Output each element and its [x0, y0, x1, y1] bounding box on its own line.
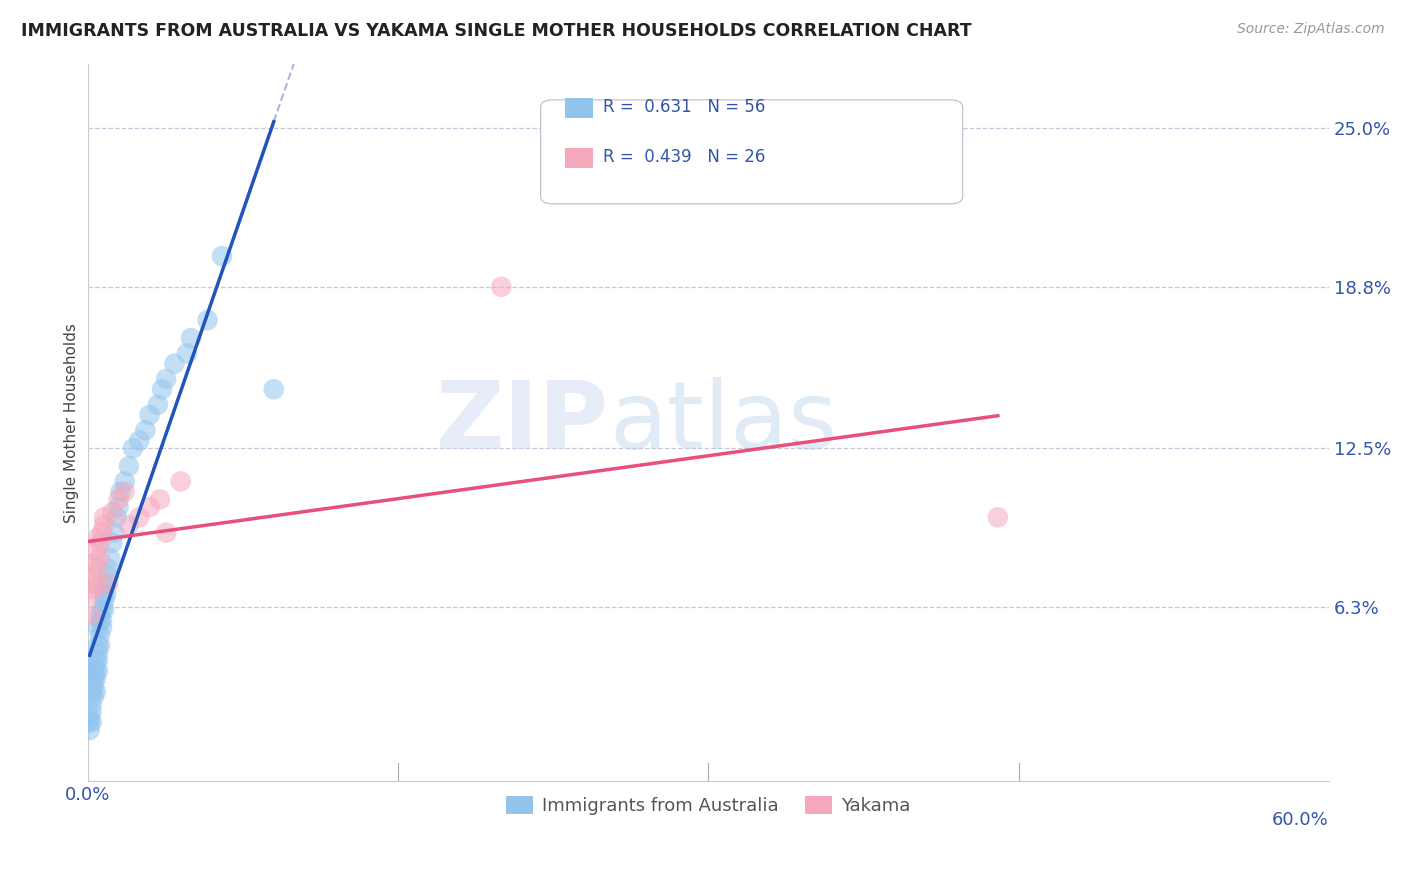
- Point: [87, 654, 110, 668]
- Point: [197, 313, 219, 327]
- Point: [128, 510, 150, 524]
- Point: [84, 654, 107, 668]
- Point: [122, 441, 145, 455]
- Point: [138, 408, 160, 422]
- Point: [98, 551, 121, 566]
- Point: [80, 705, 103, 719]
- Point: [105, 510, 128, 524]
- Point: [110, 484, 132, 499]
- Point: [80, 715, 103, 730]
- Point: [93, 510, 115, 524]
- Point: [128, 434, 150, 448]
- Y-axis label: Single Mother Households: Single Mother Households: [65, 323, 79, 523]
- Point: [114, 475, 136, 489]
- Point: [101, 536, 124, 550]
- Point: [87, 639, 110, 653]
- Point: [93, 587, 115, 601]
- Point: [79, 715, 101, 730]
- Point: [155, 525, 177, 540]
- Point: [89, 551, 111, 566]
- Point: [84, 543, 107, 558]
- Point: [987, 510, 1010, 524]
- Point: [79, 587, 101, 601]
- Point: [180, 331, 202, 345]
- Point: [89, 607, 111, 622]
- Text: ZIP: ZIP: [436, 376, 609, 468]
- Text: atlas: atlas: [609, 376, 837, 468]
- Point: [91, 620, 114, 634]
- Point: [114, 484, 136, 499]
- Bar: [565, 98, 593, 118]
- Point: [83, 557, 105, 571]
- Point: [97, 577, 120, 591]
- Point: [80, 569, 103, 583]
- Point: [87, 646, 110, 660]
- Point: [96, 577, 118, 591]
- Point: [93, 595, 115, 609]
- Point: [84, 684, 107, 698]
- Point: [118, 518, 141, 533]
- Point: [155, 372, 177, 386]
- Bar: [565, 148, 593, 168]
- Point: [491, 280, 513, 294]
- Point: [83, 679, 105, 693]
- Point: [211, 249, 233, 263]
- Point: [87, 620, 110, 634]
- Point: [93, 602, 115, 616]
- Point: [96, 587, 118, 601]
- Point: [87, 531, 110, 545]
- Point: [83, 690, 105, 704]
- Point: [93, 518, 115, 533]
- Text: 60.0%: 60.0%: [1272, 811, 1329, 830]
- Point: [138, 500, 160, 514]
- Point: [84, 577, 107, 591]
- Point: [84, 672, 107, 686]
- Point: [97, 561, 120, 575]
- Point: [83, 582, 105, 596]
- Point: [83, 658, 105, 673]
- Point: [134, 423, 156, 437]
- Point: [150, 382, 173, 396]
- Point: [176, 346, 198, 360]
- Point: [87, 561, 110, 575]
- Point: [79, 723, 101, 737]
- Point: [83, 672, 105, 686]
- Point: [91, 613, 114, 627]
- Point: [149, 492, 172, 507]
- Point: [91, 525, 114, 540]
- Point: [89, 639, 111, 653]
- Point: [80, 698, 103, 712]
- Point: [89, 613, 111, 627]
- Legend: Immigrants from Australia, Yakama: Immigrants from Australia, Yakama: [498, 789, 918, 822]
- Point: [79, 710, 101, 724]
- Point: [263, 382, 285, 396]
- Point: [87, 664, 110, 678]
- Point: [91, 602, 114, 616]
- Point: [107, 500, 129, 514]
- Point: [83, 664, 105, 678]
- Point: [169, 475, 191, 489]
- Text: Source: ZipAtlas.com: Source: ZipAtlas.com: [1237, 22, 1385, 37]
- Point: [80, 684, 103, 698]
- Text: IMMIGRANTS FROM AUSTRALIA VS YAKAMA SINGLE MOTHER HOUSEHOLDS CORRELATION CHART: IMMIGRANTS FROM AUSTRALIA VS YAKAMA SING…: [21, 22, 972, 40]
- Point: [107, 492, 129, 507]
- Text: R =  0.439   N = 26: R = 0.439 N = 26: [603, 148, 765, 166]
- Point: [118, 459, 141, 474]
- Point: [101, 505, 124, 519]
- Point: [80, 607, 103, 622]
- Text: R =  0.631   N = 56: R = 0.631 N = 56: [603, 98, 765, 116]
- Point: [89, 628, 111, 642]
- Point: [89, 536, 111, 550]
- Point: [103, 525, 125, 540]
- FancyBboxPatch shape: [541, 100, 963, 204]
- Point: [97, 569, 120, 583]
- Point: [84, 664, 107, 678]
- Point: [163, 357, 186, 371]
- Point: [146, 398, 169, 412]
